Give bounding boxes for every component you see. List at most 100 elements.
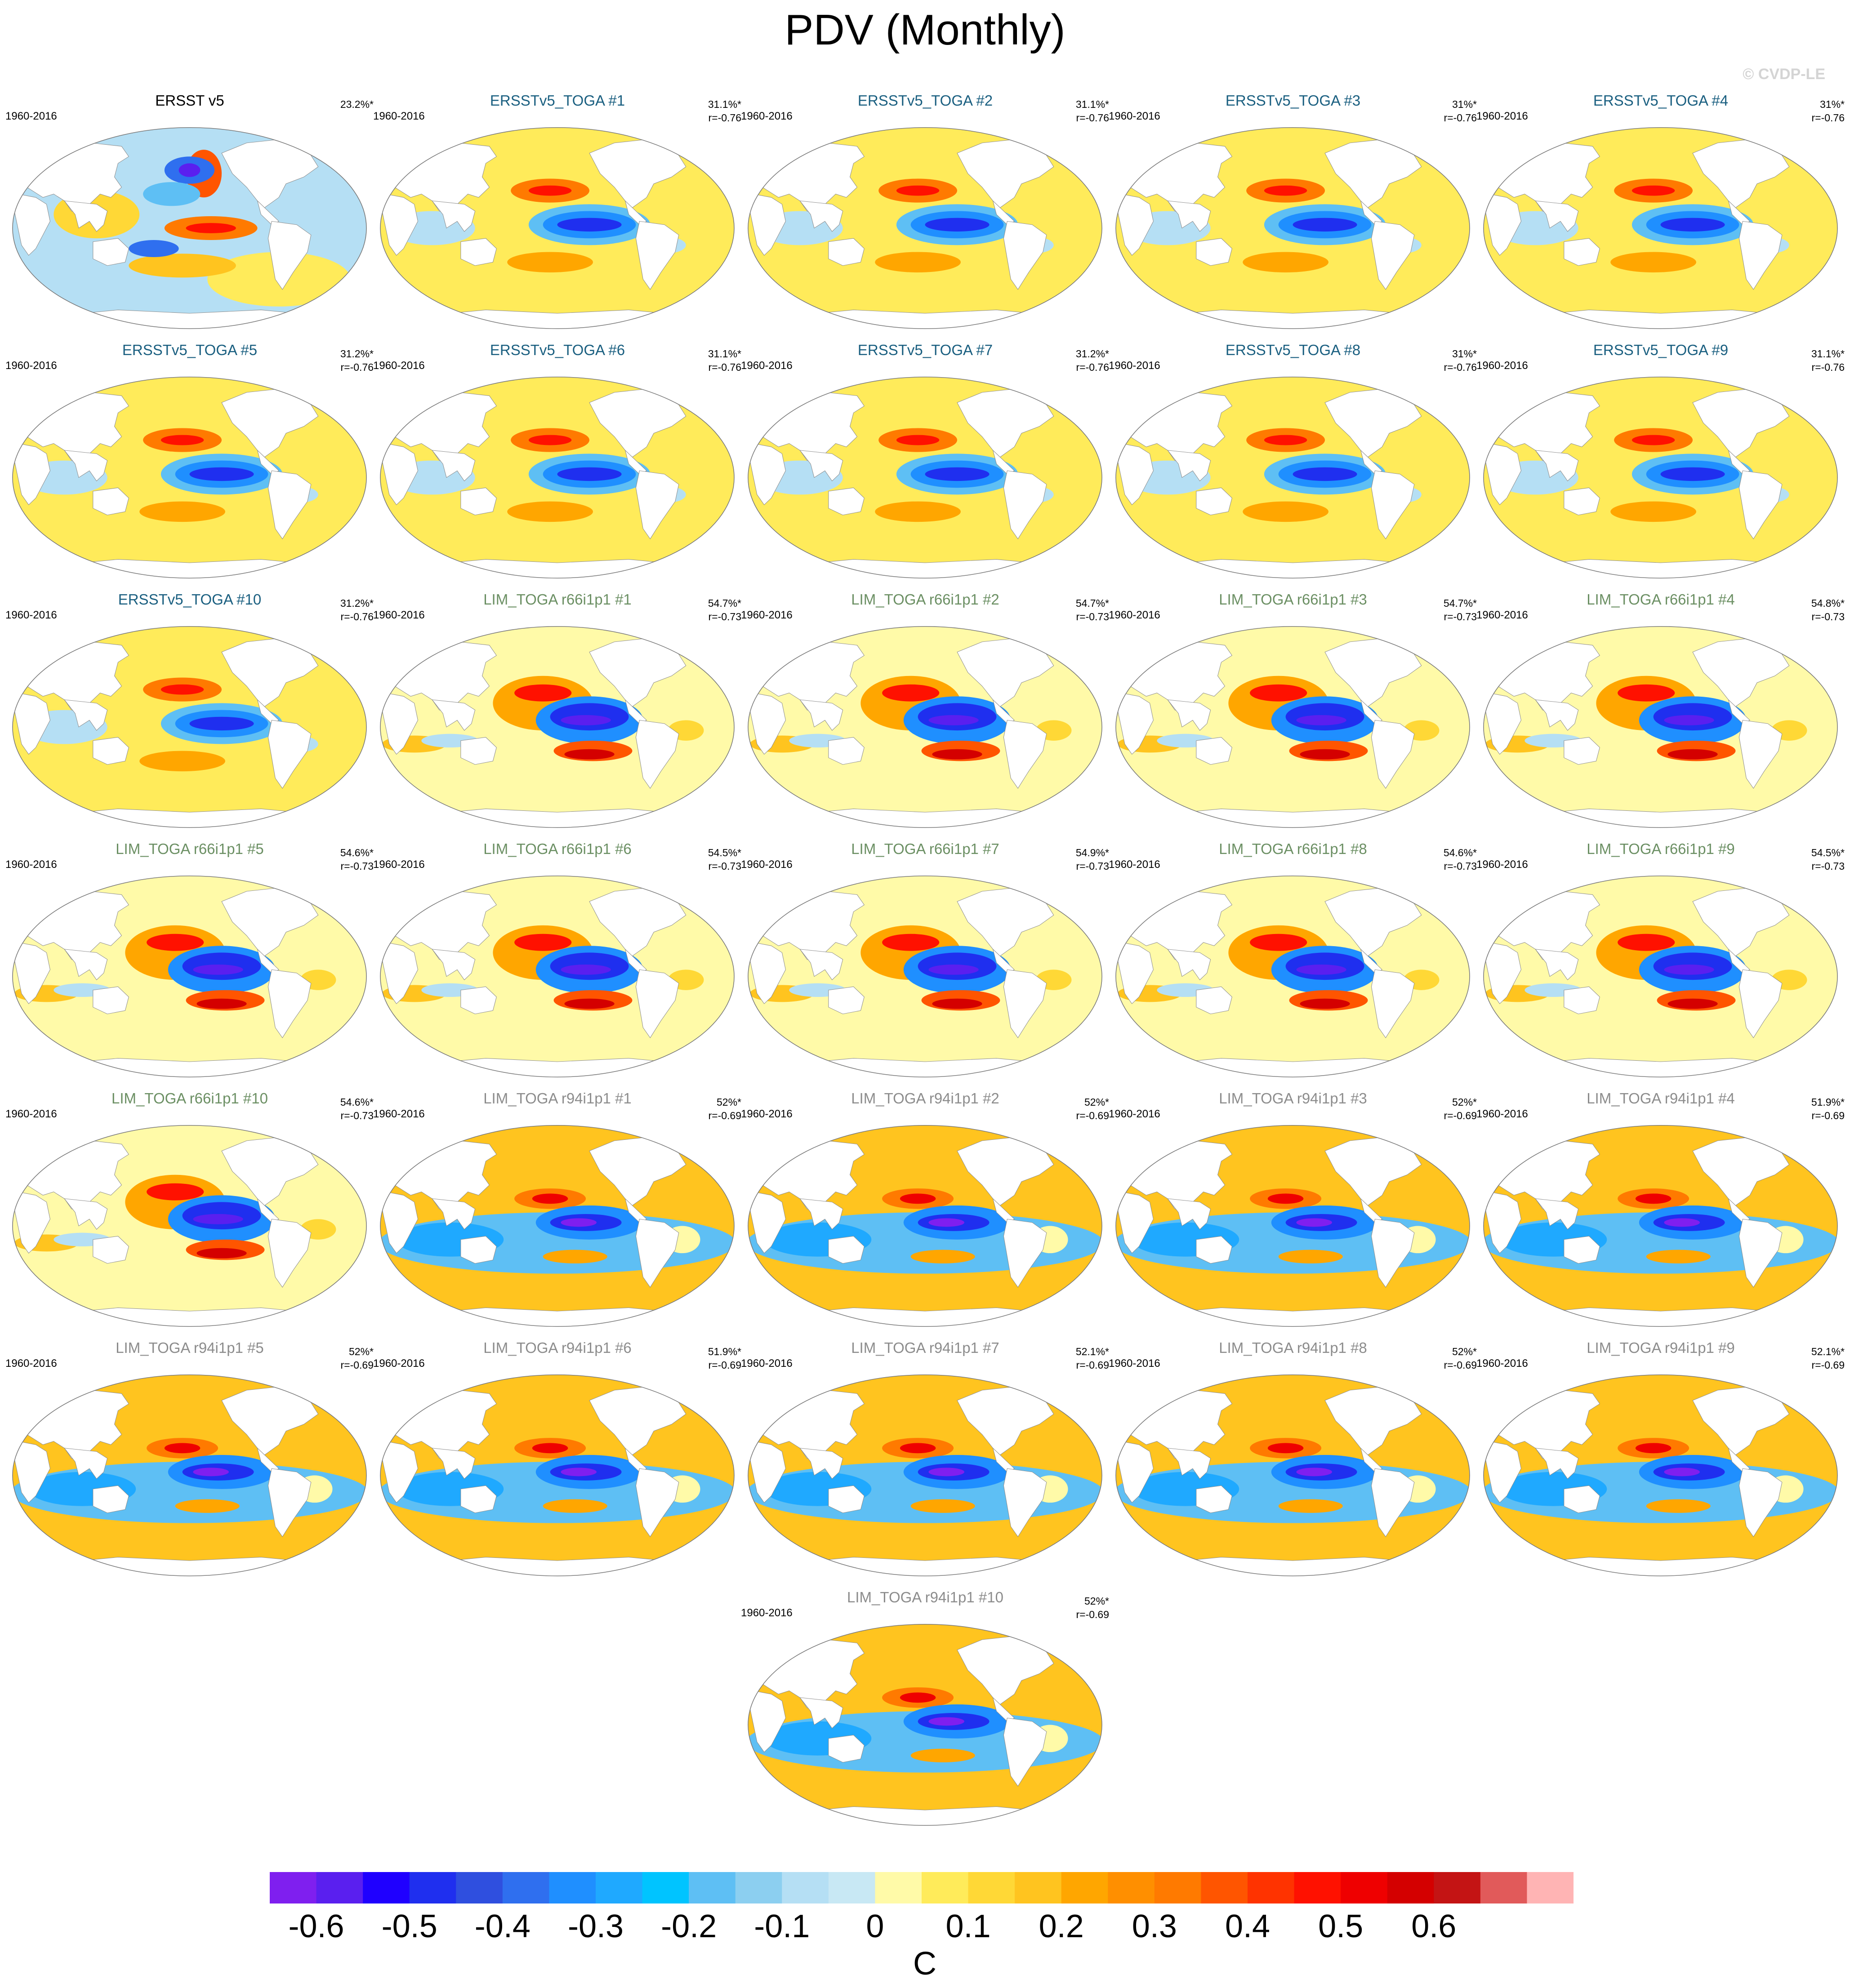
land-mass — [267, 969, 312, 1038]
anomaly-contour — [186, 223, 236, 233]
panel-title: LIM_TOGA r94i1p1 #7 — [851, 1339, 999, 1356]
land-mass — [749, 194, 786, 256]
anomaly-contour — [932, 749, 982, 760]
panel-variance: 54.6%* — [340, 1096, 374, 1108]
land-mass — [635, 221, 679, 290]
colorbar-swatch — [1387, 1872, 1434, 1903]
panel-variance: 54.7%* — [708, 597, 741, 609]
anomaly-contour — [910, 1250, 975, 1263]
colorbar-tick-label: 0 — [866, 1908, 884, 1944]
colorbar-tick-label: -0.5 — [381, 1908, 437, 1944]
copyright-watermark: © CVDP-LE — [1743, 66, 1825, 83]
land-mass — [1117, 1192, 1154, 1254]
panel-correlation: r=-0.76 — [1444, 361, 1477, 373]
panel-period: 1960-2016 — [373, 360, 425, 372]
map-panel: LIM_TOGA r66i1p1 #1 1960-2016 54.7%* r=-0.7… — [373, 591, 741, 834]
land-mass — [93, 1485, 129, 1513]
land-mass — [1739, 1219, 1783, 1288]
map-border — [748, 876, 1102, 1077]
anomaly-contour — [129, 240, 179, 257]
land-mass — [635, 470, 679, 539]
anomaly-contour — [561, 1218, 597, 1227]
map-panel: LIM_TOGA r94i1p1 #6 1960-2016 51.9%* r=-0.6… — [373, 1339, 741, 1582]
panel-period: 1960-2016 — [1476, 360, 1528, 372]
panel-title: ERSST v5 — [155, 92, 224, 109]
anomaly-contour — [910, 1499, 975, 1513]
panel-variance: 31%* — [1452, 98, 1477, 110]
land-mass — [1485, 1192, 1521, 1254]
panel-correlation: r=-0.69 — [1444, 1110, 1477, 1121]
anomaly-contour — [160, 684, 204, 695]
panel-variance: 52.1%* — [1811, 1346, 1845, 1357]
panel-correlation: r=-0.76 — [1811, 361, 1845, 373]
land-mass — [432, 200, 476, 232]
world-map — [1115, 377, 1470, 578]
colorbar-tick-label: 0.2 — [1039, 1908, 1084, 1944]
colorbar-swatch — [1201, 1872, 1248, 1903]
land-mass — [64, 450, 108, 481]
land-mass — [93, 487, 129, 516]
land-mass — [1371, 969, 1415, 1038]
map-panel: ERSST v5 1960-2016 23.2%* — [5, 92, 374, 335]
panel-period: 1960-2016 — [1476, 1357, 1528, 1370]
panel-correlation: r=-0.69 — [1076, 1609, 1109, 1620]
land-mass — [64, 1198, 108, 1230]
land-mass — [460, 487, 497, 516]
colorbar-swatch — [270, 1872, 317, 1903]
land-mass — [828, 238, 865, 266]
land-mass — [1032, 378, 1061, 396]
world-map — [1115, 127, 1470, 329]
anomaly-contour — [164, 1443, 201, 1454]
land-mass — [1032, 1376, 1061, 1394]
land-mass — [1167, 450, 1211, 481]
anomaly-contour — [564, 998, 615, 1009]
panel-period: 1960-2016 — [373, 1108, 425, 1120]
map-border — [1115, 1125, 1470, 1327]
anomaly-contour — [925, 467, 990, 481]
map-panel: LIM_TOGA r66i1p1 #9 1960-2016 54.5%* r=-0.7… — [1476, 841, 1845, 1083]
land-mass — [14, 693, 50, 755]
anomaly-contour — [1664, 715, 1714, 725]
panel-title: ERSSTv5_TOGA #4 — [1593, 92, 1729, 109]
land-mass — [799, 450, 843, 481]
world-map — [12, 1125, 367, 1327]
panel-correlation: r=-0.69 — [1811, 1110, 1845, 1121]
colorbar-swatch — [735, 1872, 782, 1903]
land-mass — [1564, 1485, 1600, 1513]
anomaly-contour — [900, 1193, 936, 1204]
land-mass — [1564, 238, 1600, 266]
map-panel: LIM_TOGA r94i1p1 #8 1960-2016 52%* r=-0.69 — [1109, 1339, 1477, 1582]
land-mass — [1032, 129, 1061, 147]
land-mass — [1535, 699, 1579, 731]
land-mass — [1003, 1219, 1047, 1288]
colorbar-swatch — [409, 1872, 456, 1903]
land-mass — [1371, 1219, 1415, 1288]
panel-title: LIM_TOGA r94i1p1 #3 — [1219, 1090, 1367, 1107]
anomaly-contour — [1250, 934, 1307, 951]
world-map — [748, 1624, 1102, 1826]
map-border — [380, 127, 735, 329]
land-mass — [749, 443, 786, 505]
anomaly-contour — [1267, 1443, 1304, 1454]
panel-title: ERSSTv5_TOGA #5 — [122, 342, 258, 358]
colorbar-swatch — [1527, 1872, 1574, 1903]
map-panel: LIM_TOGA r66i1p1 #4 1960-2016 54.8%* r=-0.7… — [1476, 591, 1845, 834]
panel-correlation: r=-0.73 — [1811, 860, 1845, 872]
land-mass — [749, 693, 786, 755]
anomaly-contour — [543, 1499, 607, 1513]
map-border — [12, 1374, 367, 1576]
map-panel: LIM_TOGA r94i1p1 #1 1960-2016 52%* r=-0.69 — [373, 1090, 741, 1333]
anomaly-contour — [147, 1183, 204, 1201]
world-map — [1115, 1125, 1470, 1327]
colorbar-swatch — [968, 1872, 1015, 1903]
anomaly-contour — [928, 964, 979, 975]
panel-title: ERSSTv5_TOGA #7 — [857, 342, 993, 358]
panel-correlation: r=-0.76 — [708, 361, 741, 373]
world-map — [12, 377, 367, 578]
map-panel: ERSSTv5_TOGA #10 1960-2016 31.2%* r=-0.76 — [5, 591, 374, 834]
panel-title: LIM_TOGA r94i1p1 #1 — [483, 1090, 632, 1107]
world-map — [380, 127, 735, 329]
colorbar-swatch — [1061, 1872, 1108, 1903]
world-map — [748, 876, 1102, 1077]
land-mass — [1196, 238, 1232, 266]
